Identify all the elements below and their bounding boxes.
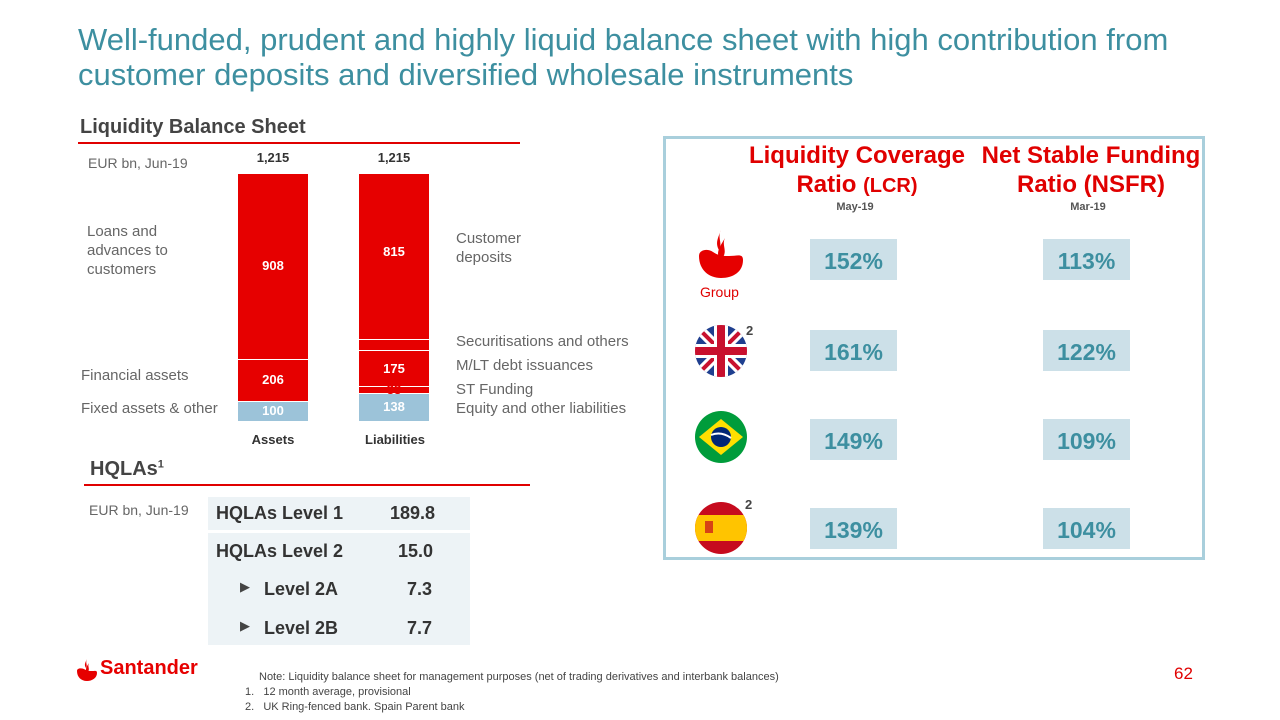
brazil-flag-icon xyxy=(695,411,747,463)
label-customer-deposits: Customer deposits xyxy=(456,230,522,266)
label-securitisations: Securitisations and others xyxy=(456,333,629,350)
hqla-level2-label: HQLAs Level 2 xyxy=(216,541,344,561)
nsfr-header: Net Stable Funding Ratio (NSFR) xyxy=(981,142,1201,198)
label-loans: Loans and advances to customers xyxy=(87,223,168,278)
lcr-spain-value: 139% xyxy=(810,508,897,549)
balance-sheet-heading: Liquidity Balance Sheet xyxy=(80,116,306,138)
bar-segment-label: 33 xyxy=(386,381,402,397)
lcr-header: Liquidity Coverage Ratio (LCR) xyxy=(748,142,966,198)
hqla-row-bg xyxy=(208,497,470,530)
bar-segment-label: 54 xyxy=(386,337,402,353)
hqla-level2a-label: Level 2A xyxy=(264,579,339,599)
logo-text: Santander xyxy=(100,657,198,679)
label-st-funding: ST Funding xyxy=(456,381,534,398)
hqla-rule xyxy=(84,484,530,486)
lcr-group-value: 152% xyxy=(810,239,897,280)
footnote-2: 2. UK Ring-fenced bank. Spain Parent ban… xyxy=(245,701,465,713)
bar-segment xyxy=(238,400,308,421)
hqla-level1-value: 189.8 xyxy=(390,503,436,523)
hqla-level2b-value: 7.7 xyxy=(407,618,433,638)
nsfr-uk-value: 122% xyxy=(1043,330,1130,371)
bar-segment-label: 138 xyxy=(383,399,405,415)
bar-segment xyxy=(359,386,429,393)
hqla-level2-value: 15.0 xyxy=(398,541,434,561)
hqla-heading: HQLAs1 xyxy=(90,458,164,480)
bar-segment xyxy=(238,173,308,359)
hqla-row-bg xyxy=(208,533,470,645)
bar-segment-label: 206 xyxy=(262,372,284,388)
x-tick-assets: Assets xyxy=(251,432,295,447)
group-label: Group xyxy=(700,284,739,300)
label-equity: Equity and other liabilities xyxy=(456,400,627,417)
nsfr-date: Mar-19 xyxy=(1070,201,1106,213)
liabilities-total-label: 1,215 xyxy=(377,150,411,165)
hqla-level1-label: HQLAs Level 1 xyxy=(216,503,344,523)
santander-flame-icon xyxy=(693,226,749,282)
uk-flag-icon xyxy=(695,325,747,377)
santander-logo: Santander xyxy=(76,656,206,684)
label-fixed-assets: Fixed assets & other xyxy=(81,400,218,417)
hqla-unit: EUR bn, Jun-19 xyxy=(89,502,189,518)
footnote-1: 1. 12 month average, provisional xyxy=(245,686,411,698)
spain-footnote-ref: 2 xyxy=(745,497,753,512)
balance-sheet-rule xyxy=(78,142,520,144)
bullet-arrow-icon: ▶ xyxy=(240,618,250,633)
footer-note: Note: Liquidity balance sheet for manage… xyxy=(259,671,779,683)
nsfr-brazil-value: 109% xyxy=(1043,419,1130,460)
bar-segment xyxy=(359,350,429,387)
balance-sheet-unit: EUR bn, Jun-19 xyxy=(88,155,188,171)
bar-segment xyxy=(238,358,308,401)
label-mlt-debt: M/LT debt issuances xyxy=(456,357,594,374)
santander-logo-icon xyxy=(77,659,97,681)
uk-footnote-ref: 2 xyxy=(746,323,754,338)
bar-segment-label: 175 xyxy=(383,360,405,376)
lcr-date: May-19 xyxy=(836,201,874,213)
spain-flag-icon xyxy=(695,502,747,554)
bar-segment-label: 100 xyxy=(262,403,284,419)
bar-segment xyxy=(359,339,429,351)
bullet-arrow-icon: ▶ xyxy=(240,579,250,594)
assets-total-label: 1,215 xyxy=(256,150,290,165)
nsfr-group-value: 113% xyxy=(1043,239,1130,280)
bar-segment xyxy=(359,392,429,421)
lcr-brazil-value: 149% xyxy=(810,419,897,460)
hqla-level2b-label: Level 2B xyxy=(264,618,339,638)
bar-segment-label: 908 xyxy=(262,257,284,273)
lcr-uk-value: 161% xyxy=(810,330,897,371)
page-number: 62 xyxy=(1174,664,1193,683)
label-financial-assets: Financial assets xyxy=(81,367,189,384)
x-tick-liabilities: Liabilities xyxy=(365,432,425,447)
ratios-panel xyxy=(663,136,1205,560)
nsfr-spain-value: 104% xyxy=(1043,508,1130,549)
page-title: Well-funded, prudent and highly liquid b… xyxy=(78,22,1169,92)
bar-segment xyxy=(359,173,429,340)
hqla-level2a-value: 7.3 xyxy=(407,579,433,599)
bar-segment-label: 815 xyxy=(383,244,405,260)
